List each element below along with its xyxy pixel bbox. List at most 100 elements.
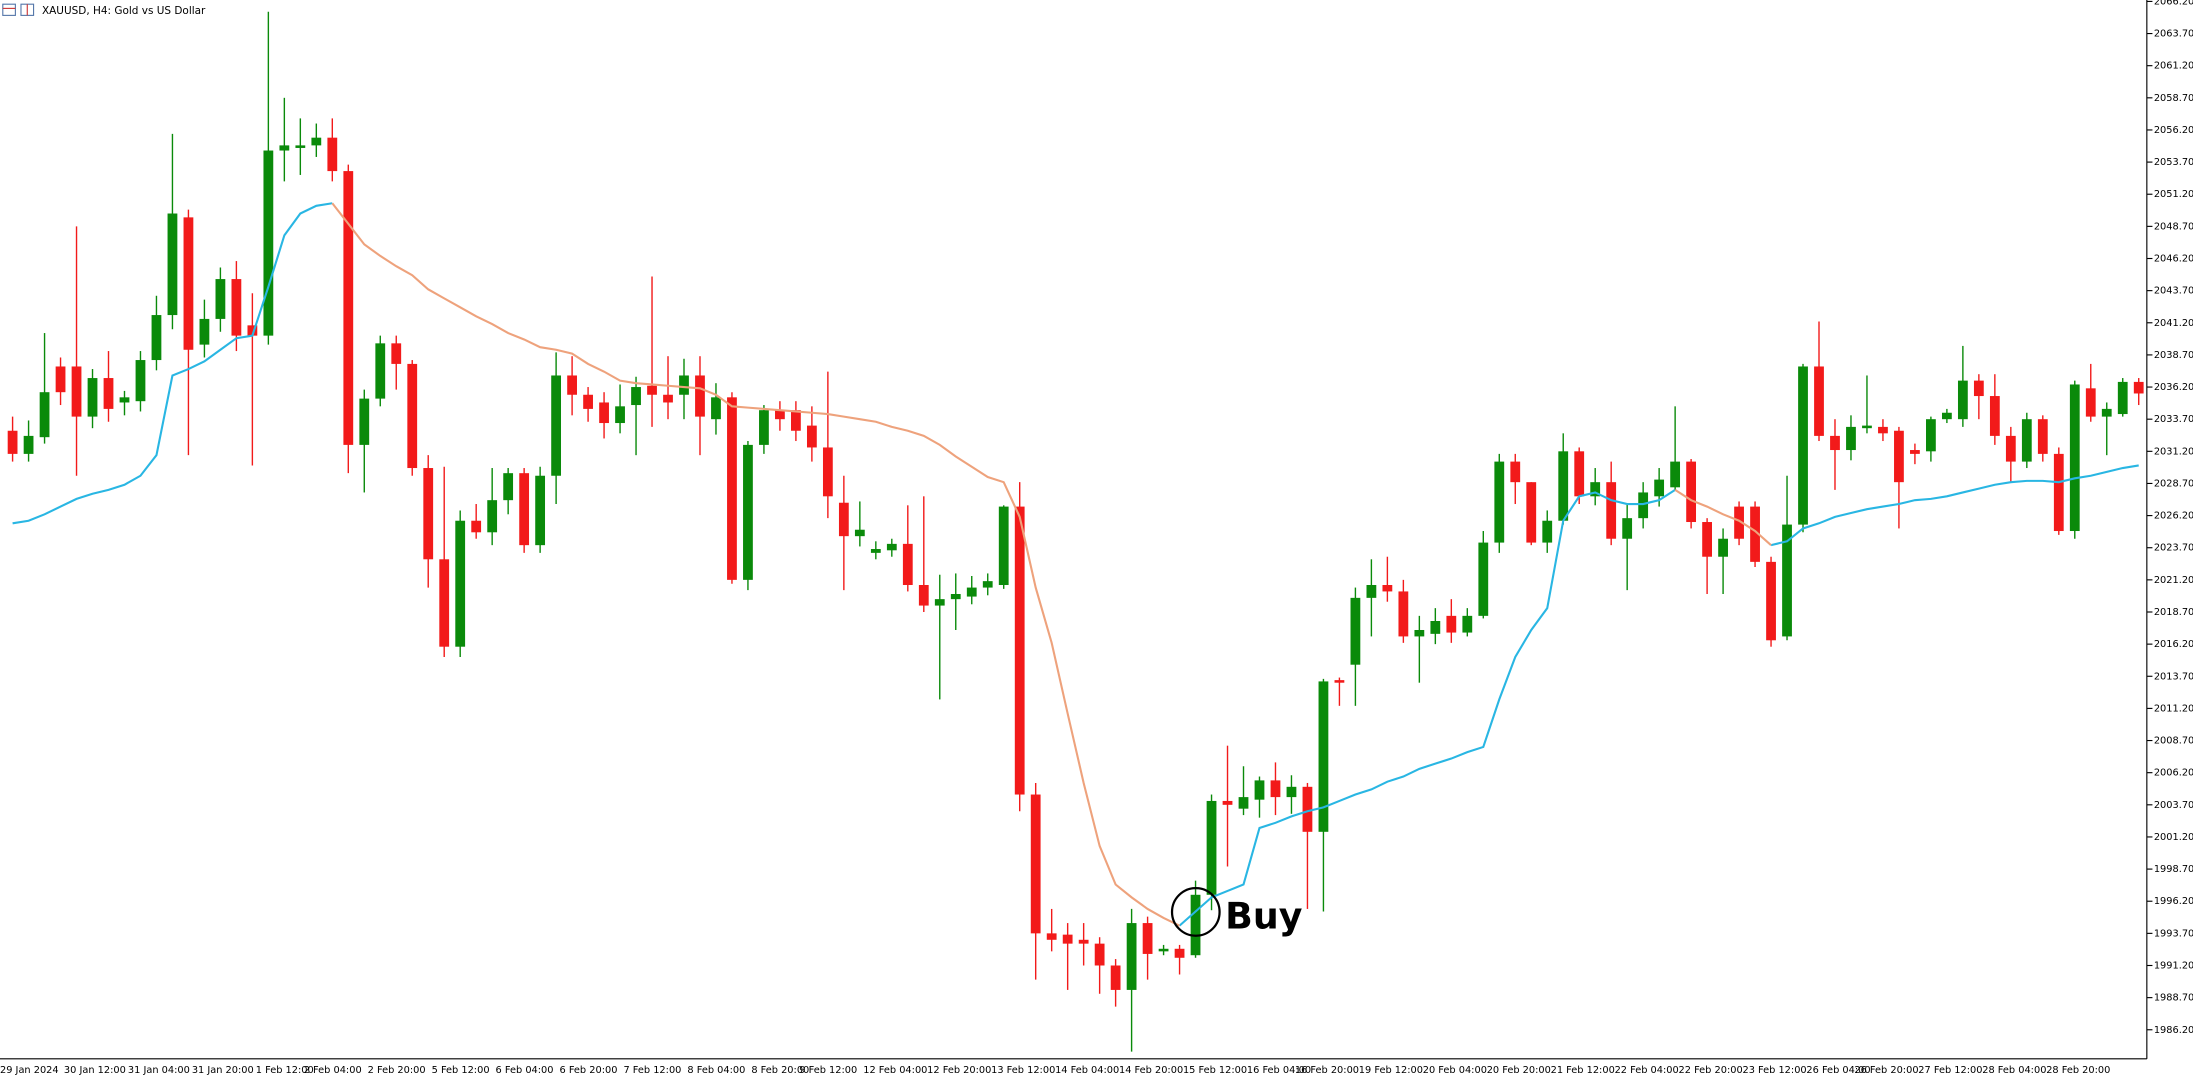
candle-body xyxy=(1126,923,1137,990)
candle-body xyxy=(2101,408,2112,417)
candle-body xyxy=(1702,522,1712,557)
candle-body xyxy=(519,473,530,546)
x-tick-label: 27 Feb 12:00 xyxy=(1918,1065,1982,1076)
candle-body xyxy=(1382,585,1393,592)
candle-body xyxy=(934,599,945,606)
y-tick-label: 2033.70 xyxy=(2154,414,2193,425)
x-tick-label: 1 Feb 12:00 xyxy=(256,1065,314,1076)
x-tick-label: 8 Feb 20:00 xyxy=(751,1065,809,1076)
candle-body xyxy=(1910,450,1920,454)
candle-body xyxy=(1734,506,1744,539)
plot xyxy=(7,11,2144,1052)
y-tick-label: 1996.20 xyxy=(2154,896,2193,907)
candle-body xyxy=(902,543,913,586)
x-tick-label: 6 Feb 20:00 xyxy=(560,1065,618,1076)
candle-body xyxy=(2069,384,2080,532)
candle-body xyxy=(167,213,178,316)
y-tick-label: 2066.20 xyxy=(2154,0,2193,7)
candle-body xyxy=(950,594,961,600)
candle-body xyxy=(1286,786,1297,798)
candle-body xyxy=(199,318,210,345)
x-tick-label: 26 Feb 20:00 xyxy=(1854,1065,1918,1076)
y-tick-label: 2038.70 xyxy=(2154,350,2193,361)
candle-body xyxy=(1558,451,1569,521)
candle-body xyxy=(1862,425,1872,429)
x-tick-label: 28 Feb 20:00 xyxy=(2046,1065,2110,1076)
candle-body xyxy=(279,145,290,151)
candle-body xyxy=(135,360,146,402)
y-tick-label: 1993.70 xyxy=(2154,928,2193,939)
y-tick-label: 2046.20 xyxy=(2154,254,2193,265)
candle-body xyxy=(663,394,673,403)
y-tick-label: 2053.70 xyxy=(2154,157,2193,168)
candle-body xyxy=(439,559,450,647)
candle-body xyxy=(1030,794,1041,934)
candle-body xyxy=(23,435,34,454)
candle-body xyxy=(151,315,162,361)
candle-body xyxy=(2037,419,2048,454)
x-tick-label: 29 Jan 2024 xyxy=(0,1065,59,1076)
y-tick-label: 2026.20 xyxy=(2154,511,2193,522)
candle-body xyxy=(982,581,993,588)
candle-body xyxy=(1046,933,1057,940)
x-tick-label: 21 Feb 12:00 xyxy=(1551,1065,1615,1076)
candle-body xyxy=(1574,451,1585,497)
x-tick-label: 2 Feb 20:00 xyxy=(368,1065,426,1076)
y-tick-label: 1998.70 xyxy=(2154,864,2193,875)
x-tick-label: 9 Feb 12:00 xyxy=(799,1065,857,1076)
candle-body xyxy=(886,543,897,551)
candle-body xyxy=(551,375,562,476)
candle-body xyxy=(1446,615,1457,633)
y-tick-label: 2048.70 xyxy=(2154,221,2193,232)
candle-body xyxy=(2053,453,2064,532)
candle-body xyxy=(1638,492,1649,519)
candle-body xyxy=(487,500,498,533)
candle-body xyxy=(343,171,354,445)
candle-body xyxy=(966,587,977,597)
x-tick-label: 14 Feb 20:00 xyxy=(1119,1065,1183,1076)
candle-body xyxy=(1398,591,1409,637)
candle-body xyxy=(1430,620,1441,634)
candle-body xyxy=(1190,894,1201,956)
candle-body xyxy=(918,585,929,606)
candle-body xyxy=(1222,800,1233,805)
candle-body xyxy=(1238,797,1249,809)
y-tick-label: 1991.20 xyxy=(2154,960,2193,971)
candle-body xyxy=(311,137,322,146)
candle-body xyxy=(1957,380,1968,420)
y-tick-label: 2023.70 xyxy=(2154,543,2193,554)
candle-body xyxy=(535,475,546,546)
x-tick-label: 28 Feb 04:00 xyxy=(1982,1065,2046,1076)
candle-body xyxy=(1622,518,1633,539)
x-tick-label: 16 Feb 20:00 xyxy=(1295,1065,1359,1076)
chart-title: XAUUSD, H4: Gold vs US Dollar xyxy=(42,5,206,17)
candle-body xyxy=(295,145,306,148)
candle-body xyxy=(791,410,801,431)
x-tick-label: 14 Feb 04:00 xyxy=(1055,1065,1119,1076)
candle-body xyxy=(1670,461,1681,488)
x-tick-label: 2 Feb 04:00 xyxy=(304,1065,362,1076)
candle-body xyxy=(743,444,753,580)
x-tick-label: 16 Feb 04:00 xyxy=(1247,1065,1311,1076)
y-tick-label: 2036.20 xyxy=(2154,382,2193,393)
candle-body xyxy=(631,387,641,406)
candle-body xyxy=(7,430,18,454)
candle-body xyxy=(1270,780,1281,798)
candle-body xyxy=(71,366,82,417)
x-tick-label: 7 Feb 12:00 xyxy=(623,1065,681,1076)
y-tick-label: 2021.20 xyxy=(2154,575,2193,586)
candle-body xyxy=(2085,388,2096,417)
candle-body xyxy=(599,402,609,424)
candle-body xyxy=(1926,419,1936,452)
y-tick-label: 2061.20 xyxy=(2154,61,2193,72)
candle-body xyxy=(1110,965,1121,990)
candle-body xyxy=(1782,524,1792,637)
candle-body xyxy=(39,392,50,438)
candle-body xyxy=(2005,435,2016,462)
candle-body xyxy=(1142,923,1153,954)
y-tick-label: 2006.20 xyxy=(2154,768,2193,779)
candle-body xyxy=(583,394,593,409)
candle-body xyxy=(1462,615,1473,633)
candle-body xyxy=(1158,948,1169,952)
